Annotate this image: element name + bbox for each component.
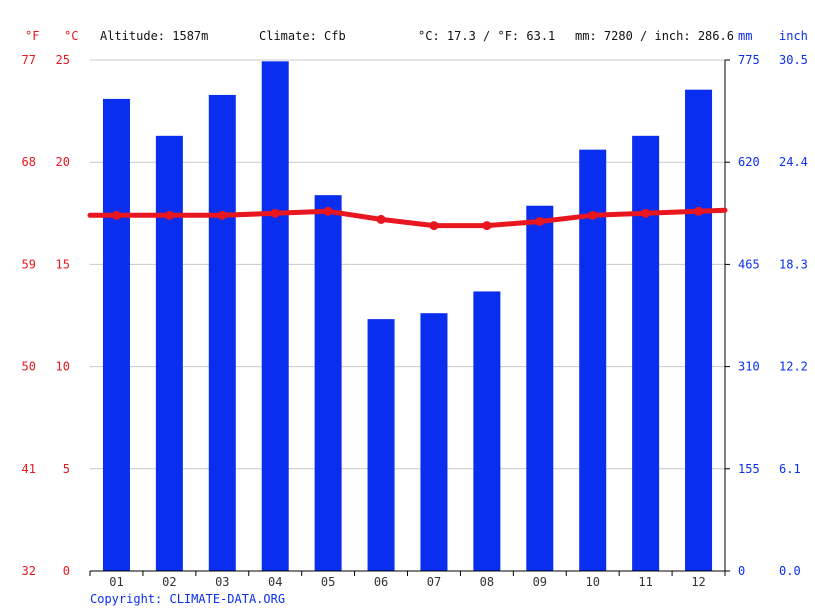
mm-tick-label: 620 bbox=[738, 155, 760, 169]
precipitation-bar bbox=[261, 61, 289, 571]
precipitation-bar bbox=[102, 98, 130, 572]
mm-tick-label: 155 bbox=[738, 462, 760, 476]
month-tick-label: 05 bbox=[321, 575, 335, 589]
mm-unit-label: mm bbox=[738, 29, 752, 43]
celsius-tick-label: 0 bbox=[63, 564, 70, 578]
fahrenheit-unit-label: °F bbox=[25, 29, 39, 43]
temperature-point bbox=[111, 210, 121, 220]
temperature-point bbox=[482, 221, 492, 231]
celsius-tick-label: 20 bbox=[56, 155, 70, 169]
climate-label: Climate: Cfb bbox=[259, 29, 346, 43]
copyright-link[interactable]: Copyright: CLIMATE-DATA.ORG bbox=[90, 592, 285, 606]
month-tick-label: 12 bbox=[691, 575, 705, 589]
precipitation-bar bbox=[685, 89, 713, 572]
precipitation-bar bbox=[420, 313, 448, 571]
precipitation-bar bbox=[579, 149, 607, 572]
precipitation-bar bbox=[526, 205, 554, 572]
tick-labels: 32 0 0 0.0 41 5 155 6.1 50 10 310 12.2 59 15 465 18.3 68… bbox=[22, 53, 808, 589]
fahrenheit-tick-label: 41 bbox=[22, 462, 36, 476]
gridlines bbox=[90, 59, 725, 470]
temperature-summary: °C: 17.3 / °F: 63.1 bbox=[418, 29, 555, 43]
precipitation-bar bbox=[473, 291, 501, 571]
inch-tick-label: 12.2 bbox=[779, 360, 808, 374]
month-tick-label: 01 bbox=[109, 575, 123, 589]
temperature-point bbox=[588, 210, 598, 220]
mm-tick-label: 310 bbox=[738, 360, 760, 374]
mm-tick-label: 0 bbox=[738, 564, 745, 578]
temperature-point bbox=[535, 216, 545, 226]
month-tick-label: 07 bbox=[427, 575, 441, 589]
temperature-point bbox=[270, 208, 280, 218]
precipitation-bar bbox=[367, 319, 395, 571]
precipitation-bar bbox=[632, 135, 660, 571]
axes bbox=[89, 59, 730, 576]
precipitation-summary: mm: 7280 / inch: 286.6 bbox=[575, 29, 734, 43]
altitude-label: Altitude: 1587m bbox=[100, 29, 208, 43]
month-tick-label: 08 bbox=[480, 575, 494, 589]
mm-tick-label: 775 bbox=[738, 53, 760, 67]
precipitation-bars bbox=[102, 61, 713, 572]
temperature-point bbox=[694, 206, 704, 216]
temperature-line bbox=[87, 206, 728, 231]
month-tick-label: 02 bbox=[162, 575, 176, 589]
celsius-unit-label: °C bbox=[64, 29, 78, 43]
inch-tick-label: 24.4 bbox=[779, 155, 808, 169]
temperature-point bbox=[376, 214, 386, 224]
month-tick-label: 11 bbox=[638, 575, 652, 589]
fahrenheit-tick-label: 77 bbox=[22, 53, 36, 67]
inch-tick-label: 18.3 bbox=[779, 257, 808, 271]
mm-tick-label: 465 bbox=[738, 257, 760, 271]
inch-tick-label: 30.5 bbox=[779, 53, 808, 67]
temperature-point bbox=[429, 221, 439, 231]
temperature-point bbox=[217, 210, 227, 220]
precipitation-bar bbox=[314, 195, 342, 572]
month-tick-label: 03 bbox=[215, 575, 229, 589]
celsius-tick-label: 10 bbox=[56, 360, 70, 374]
celsius-tick-label: 15 bbox=[56, 257, 70, 271]
temperature-point bbox=[323, 206, 333, 216]
fahrenheit-tick-label: 50 bbox=[22, 360, 36, 374]
inch-unit-label: inch bbox=[779, 29, 808, 43]
inch-tick-label: 6.1 bbox=[779, 462, 801, 476]
precipitation-bar bbox=[208, 94, 236, 572]
temperature-point bbox=[164, 210, 174, 220]
temperature-point bbox=[641, 208, 651, 218]
fahrenheit-tick-label: 32 bbox=[22, 564, 36, 578]
temperature-line-path bbox=[87, 207, 728, 229]
precipitation-bar bbox=[155, 135, 183, 571]
month-tick-label: 04 bbox=[268, 575, 282, 589]
fahrenheit-tick-label: 68 bbox=[22, 155, 36, 169]
celsius-tick-label: 25 bbox=[56, 53, 70, 67]
inch-tick-label: 0.0 bbox=[779, 564, 801, 578]
month-tick-label: 09 bbox=[533, 575, 547, 589]
celsius-tick-label: 5 bbox=[63, 462, 70, 476]
fahrenheit-tick-label: 59 bbox=[22, 257, 36, 271]
month-tick-label: 10 bbox=[585, 575, 599, 589]
month-tick-label: 06 bbox=[374, 575, 388, 589]
